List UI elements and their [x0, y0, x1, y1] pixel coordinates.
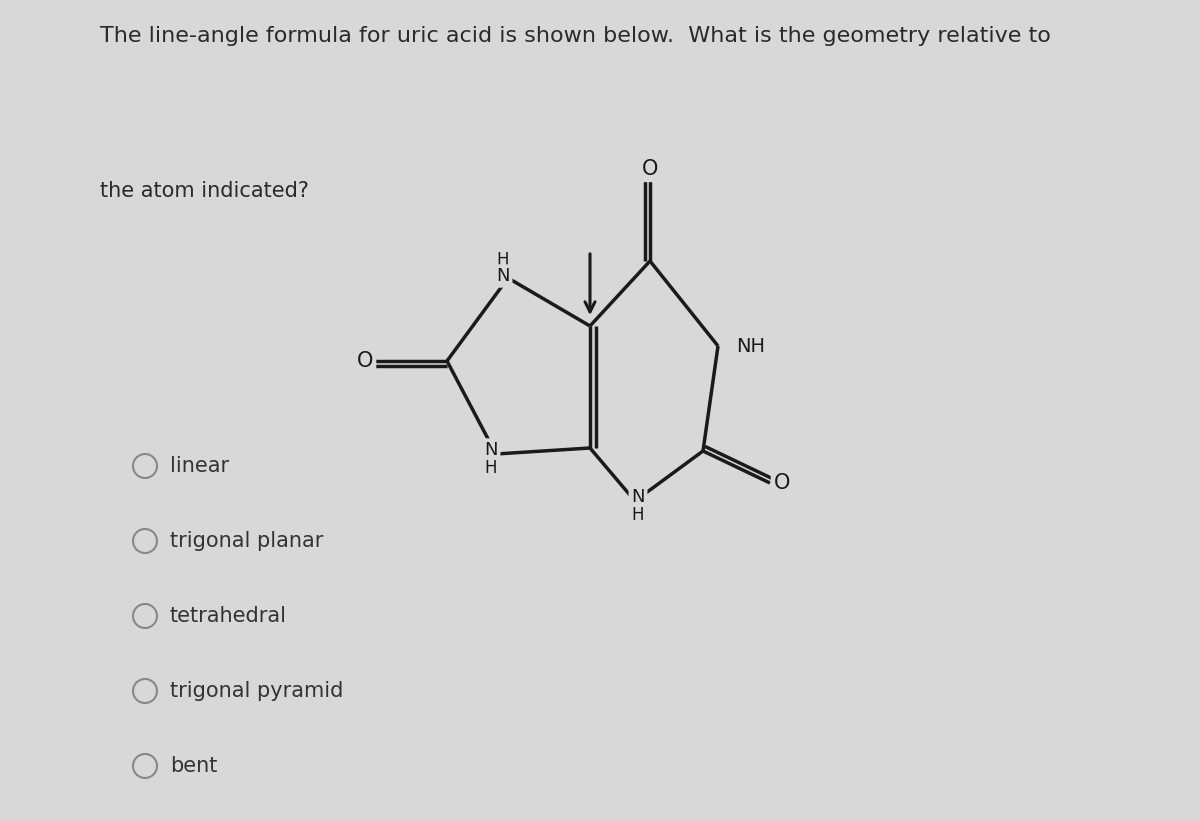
Text: NH: NH — [736, 337, 766, 355]
Text: H: H — [631, 506, 644, 524]
Text: linear: linear — [170, 456, 229, 476]
Text: tetrahedral: tetrahedral — [170, 606, 287, 626]
Text: O: O — [356, 351, 373, 371]
Text: N: N — [485, 441, 498, 459]
Text: N: N — [631, 488, 644, 506]
Text: O: O — [642, 159, 658, 179]
Text: bent: bent — [170, 756, 217, 776]
Text: O: O — [774, 473, 790, 493]
Text: H: H — [497, 251, 509, 269]
Text: trigonal planar: trigonal planar — [170, 531, 323, 551]
Text: H: H — [485, 459, 497, 477]
Text: N: N — [497, 267, 510, 285]
Text: trigonal pyramid: trigonal pyramid — [170, 681, 343, 701]
Text: The line-angle formula for uric acid is shown below.  What is the geometry relat: The line-angle formula for uric acid is … — [100, 26, 1051, 46]
Text: the atom indicated?: the atom indicated? — [100, 181, 310, 201]
